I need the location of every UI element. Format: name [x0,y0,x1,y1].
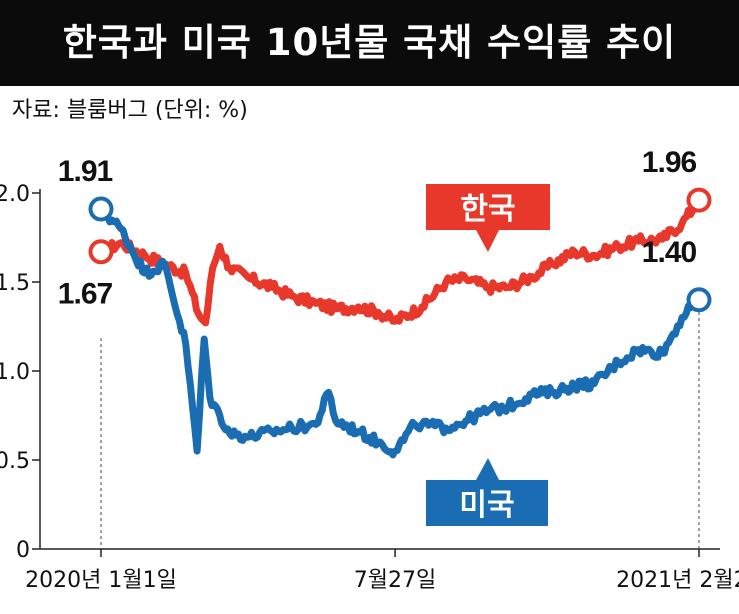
chart-title: 한국과 미국 10년물 국채 수익률 추이 [62,21,677,64]
x-tick-label: 2021년 2월27일 [616,568,739,593]
chart-axes: 0 0.5 1.0 1.5 2.0 2020년 1월1일 7월27일 2021년 2월27일 [0,182,739,593]
legend-label: 한국 [460,192,515,227]
callout-pointer [476,458,499,480]
source-note: 자료: 블룸버그 (단위: %) [12,98,248,123]
endpoint-marker [88,239,114,265]
chart-series [97,196,703,459]
endpoint-marker [686,187,712,213]
endpoint-marker [88,196,114,222]
legend-label: 미국 [459,488,514,523]
endpoint-marker [686,287,712,313]
series-line-korea [97,196,703,327]
value-label: 1.91 [58,155,113,188]
callout-box [426,184,550,230]
value-label: 1.96 [642,146,697,179]
y-tick-label: 1.5 [0,271,30,296]
title-bar: 한국과 미국 10년물 국채 수익률 추이 [0,0,739,86]
y-tick-label: 2.0 [0,182,30,207]
callout-pointer [476,230,499,252]
x-tick-label: 2020년 1월1일 [25,568,177,593]
value-label: 1.67 [58,278,113,311]
legend-callout-us: 미국 [426,458,548,526]
y-tick-label: 0.5 [0,449,30,474]
callout-box [426,480,548,526]
y-tick-label: 1.0 [0,360,30,385]
value-label: 1.40 [642,236,697,269]
x-tick-label: 7월27일 [354,568,436,593]
legend-callout-korea: 한국 [426,184,550,252]
y-tick-label: 0 [16,538,30,563]
series-line-us [97,203,703,459]
